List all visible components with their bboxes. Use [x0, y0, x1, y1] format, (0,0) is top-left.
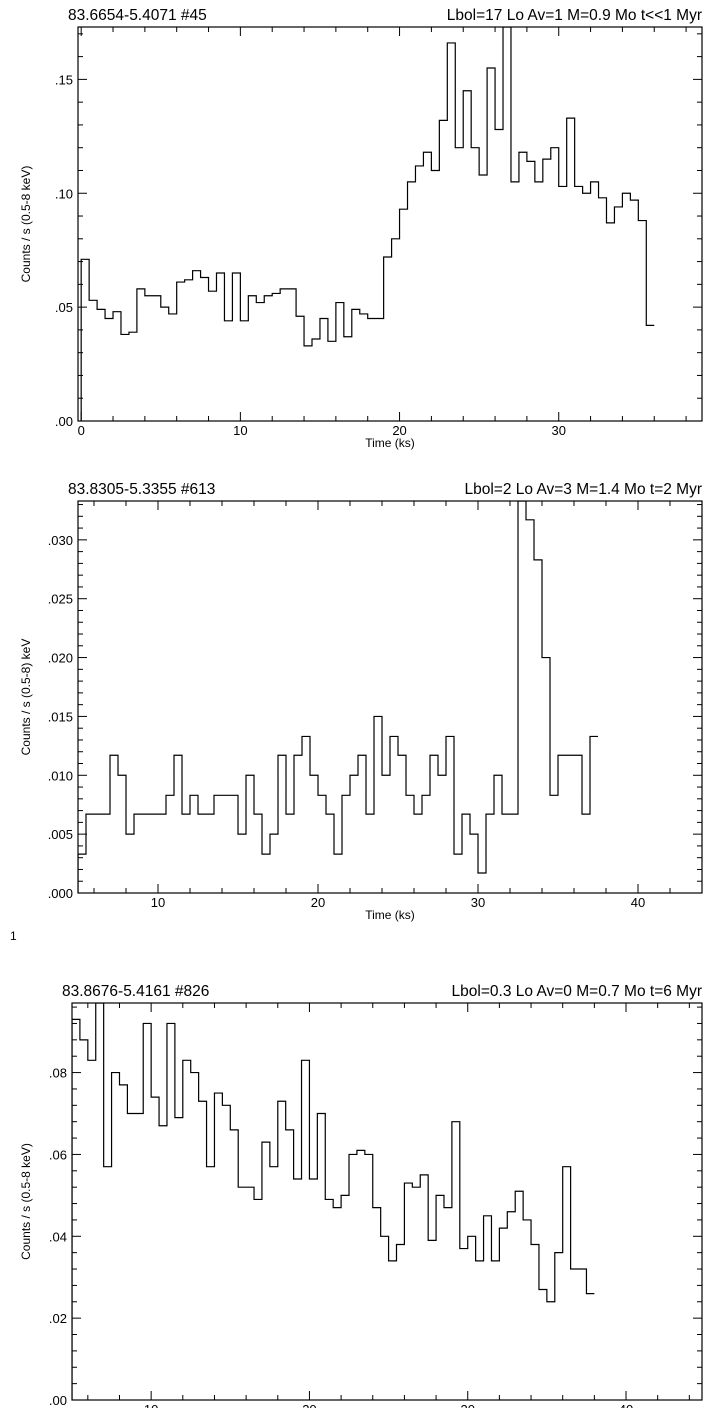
x-tick-label: 40	[619, 1402, 633, 1408]
panel-title-left: 83.6654-5.4071 #45	[68, 7, 207, 24]
y-tick-label: .015	[48, 709, 73, 724]
x-tick-label: 10	[233, 423, 247, 438]
y-tick-label: .00	[55, 414, 73, 429]
x-tick-label: 30	[460, 1402, 474, 1408]
y-tick-label: .025	[48, 592, 73, 607]
lightcurve-series	[72, 1003, 595, 1400]
x-tick-label: 40	[631, 895, 645, 910]
x-tick-label: 20	[311, 895, 325, 910]
y-tick-label: .08	[49, 1066, 67, 1081]
x-axis-label: Time (ks)	[365, 908, 415, 922]
y-axis-label: Counts / s (0.5-8 keV)	[19, 166, 33, 283]
plot-frame	[77, 500, 703, 894]
x-tick-label: 20	[392, 423, 406, 438]
lightcurve-panel-613: 83.8305-5.3355 #613 Lbol=2 Lo Av=3 M=1.4 …	[19, 481, 703, 922]
y-tick-label: .15	[55, 72, 73, 87]
y-tick-label: .04	[49, 1229, 67, 1244]
x-tick-label: 10	[144, 1402, 158, 1408]
x-tick-label: 0	[78, 423, 85, 438]
panel-title-right: Lbol=0.3 Lo Av=0 M=0.7 Mo t=6 Myr	[452, 983, 702, 1000]
x-tick-label: 30	[471, 895, 485, 910]
x-tick-label: 20	[302, 1402, 316, 1408]
page-mark: 1	[10, 929, 17, 943]
x-axis-label: Time (ks)	[365, 436, 415, 450]
x-tick-label: 10	[151, 895, 165, 910]
y-tick-label: .020	[48, 651, 73, 666]
panel-title-left: 83.8676-5.4161 #826	[62, 983, 209, 1000]
plot-frame	[77, 26, 703, 422]
y-tick-label: .030	[48, 533, 73, 548]
y-tick-label: .06	[49, 1147, 67, 1162]
y-axis-label: Counts / s (0.5-8 keV)	[19, 1143, 33, 1260]
y-tick-label: .00	[49, 1393, 67, 1408]
y-tick-label: .05	[55, 300, 73, 315]
lightcurve-panel-45: 83.6654-5.4071 #45 Lbol=17 Lo Av=1 M=0.9 …	[19, 7, 703, 450]
lightcurve-series	[80, 27, 655, 421]
lightcurve-panel-826: 83.8676-5.4161 #826 Lbol=0.3 Lo Av=0 M=0.…	[19, 983, 703, 1408]
panel-title-right: Lbol=17 Lo Av=1 M=0.9 Mo t<<1 Myr	[447, 7, 702, 24]
y-axis-label: Counts / s (0.5-8) keV	[19, 639, 33, 756]
y-tick-label: .005	[48, 827, 73, 842]
y-tick-label: .10	[55, 186, 73, 201]
y-tick-label: .010	[48, 768, 73, 783]
y-tick-label: .02	[49, 1311, 67, 1326]
panel-title-right: Lbol=2 Lo Av=3 M=1.4 Mo t=2 Myr	[464, 481, 702, 498]
lightcurve-series	[78, 501, 598, 893]
x-tick-label: 30	[552, 423, 566, 438]
panel-title-left: 83.8305-5.3355 #613	[68, 481, 215, 498]
y-tick-label: .000	[48, 886, 73, 901]
